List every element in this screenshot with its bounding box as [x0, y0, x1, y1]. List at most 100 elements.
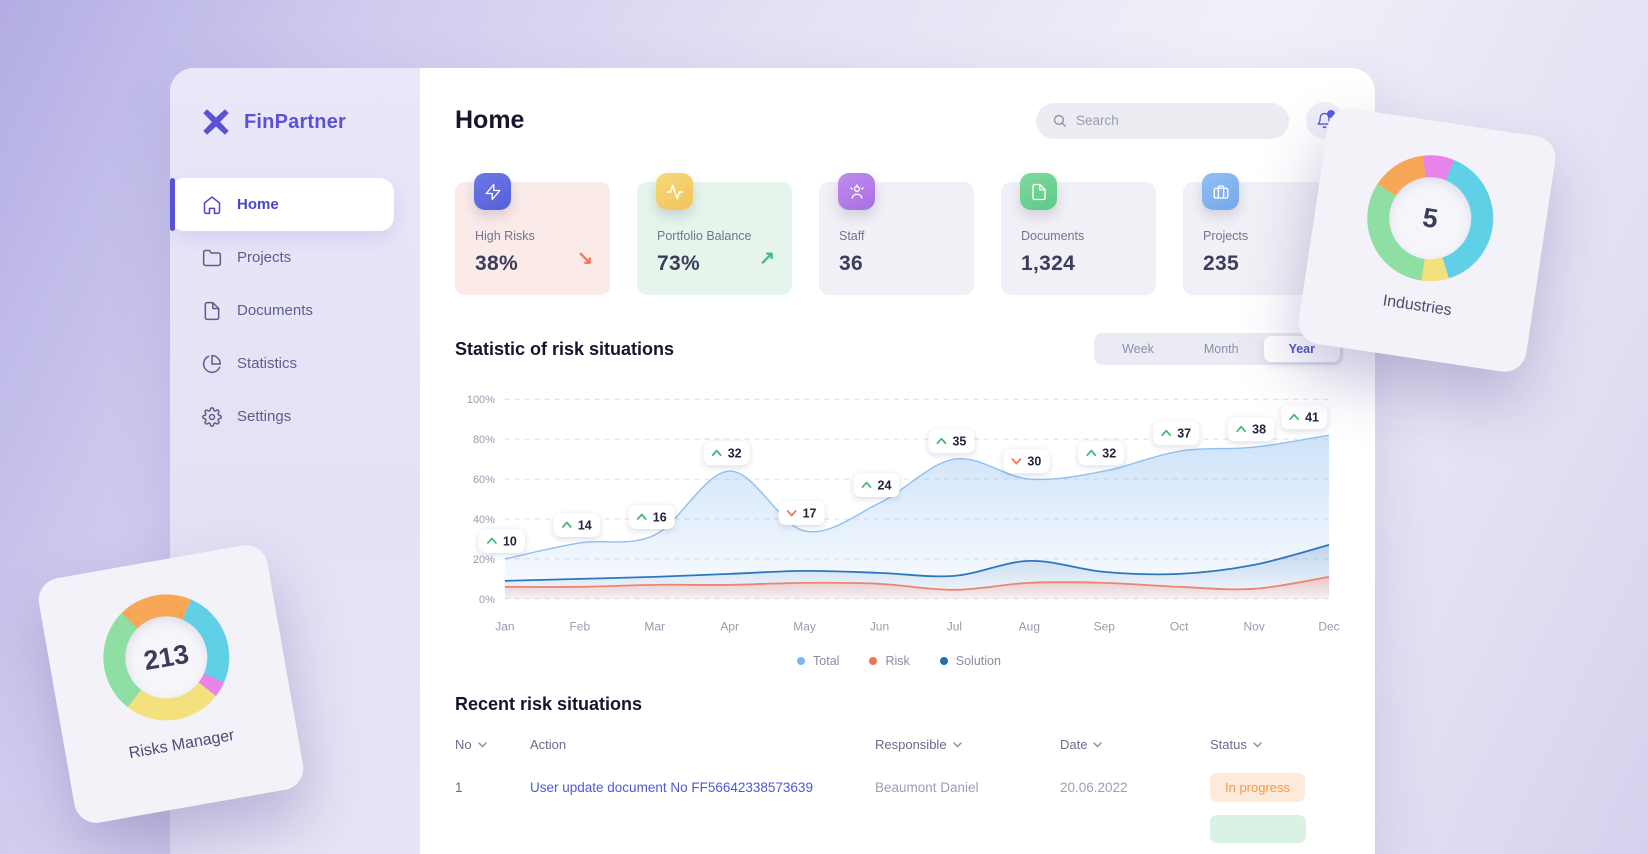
document-icon [1020, 173, 1057, 210]
sidebar-item-documents[interactable]: Documents [170, 284, 420, 337]
pulse-icon [656, 173, 693, 210]
column-header-status[interactable]: Status [1210, 737, 1343, 752]
bolt-icon [474, 173, 511, 210]
app-name: FinPartner [244, 110, 347, 133]
sidebar-item-label: Documents [237, 302, 313, 319]
sort-chevron-icon [477, 741, 487, 747]
legend-dot-risk [869, 657, 878, 665]
svg-text:Oct: Oct [1170, 620, 1189, 634]
table-row-partial [455, 815, 1343, 848]
svg-text:Jan: Jan [495, 620, 514, 634]
risks-manager-widget-card[interactable]: 213 Risks Manager [35, 541, 307, 827]
status-cell: In progress [1210, 773, 1343, 802]
action-link[interactable]: User update document No FF56642338573639 [530, 780, 813, 795]
table-title: Recent risk situations [455, 694, 643, 714]
main-content: Home High Risks 38% ↘ [420, 68, 1375, 854]
trend-down-arrow-icon: ↘ [577, 248, 593, 269]
industries-count: 5 [1420, 201, 1440, 234]
sidebar-nav: Home Projects Documents Statistics [170, 178, 420, 443]
stat-value: 1,324 [1021, 252, 1076, 275]
legend-item-risk: Risk [869, 654, 910, 668]
chart-header: Statistic of risk situations Week Month … [455, 333, 1343, 365]
action-cell: User update document No FF56642338573639 [530, 780, 875, 795]
notification-badge [1327, 110, 1335, 118]
stat-value: 36 [839, 252, 863, 275]
risks-manager-donut-chart: 213 [93, 584, 240, 731]
trend-up-arrow-icon: ↗ [759, 248, 775, 269]
page-title: Home [455, 106, 525, 134]
table-header-row: No Action Responsible Date Status [455, 737, 1343, 752]
logo: FinPartner [170, 106, 420, 138]
svg-text:Dec: Dec [1318, 620, 1339, 634]
sidebar-item-label: Projects [237, 249, 292, 266]
sidebar-item-label: Home [237, 196, 279, 213]
svg-text:Apr: Apr [720, 620, 739, 634]
risks-manager-count: 213 [141, 638, 192, 676]
legend-dot-total [797, 657, 806, 665]
svg-text:17: 17 [803, 506, 817, 520]
svg-text:38: 38 [1252, 423, 1266, 437]
search-input[interactable] [1076, 113, 1273, 128]
svg-text:0%: 0% [479, 594, 495, 606]
folder-icon [202, 248, 222, 268]
file-icon [202, 301, 222, 321]
sidebar-item-home[interactable]: Home [170, 178, 394, 231]
svg-text:Mar: Mar [644, 620, 665, 634]
svg-text:Nov: Nov [1243, 620, 1264, 634]
svg-text:10: 10 [503, 534, 517, 548]
svg-text:14: 14 [578, 518, 592, 532]
finpartner-logo-icon [203, 109, 229, 135]
home-icon [202, 195, 222, 215]
stat-label: High Risks [475, 229, 535, 243]
tab-month[interactable]: Month [1179, 336, 1264, 362]
industries-label: Industries [1381, 292, 1453, 320]
sidebar-item-label: Statistics [237, 355, 298, 372]
svg-text:Aug: Aug [1019, 620, 1040, 634]
stat-cards: High Risks 38% ↘ Portfolio Balance 73% ↗… [455, 173, 1343, 295]
stat-card-documents[interactable]: Documents 1,324 [1001, 173, 1156, 295]
sidebar-item-statistics[interactable]: Statistics [170, 337, 420, 390]
tab-week[interactable]: Week [1097, 336, 1179, 362]
svg-text:24: 24 [878, 479, 892, 493]
responsible-cell: Beaumont Daniel [875, 780, 979, 795]
column-header-no[interactable]: No [455, 737, 530, 752]
legend-item-total: Total [797, 654, 839, 668]
stat-label: Documents [1021, 229, 1085, 243]
row-number: 1 [455, 780, 463, 795]
industries-widget-card[interactable]: 5 Industries [1295, 105, 1559, 375]
svg-text:35: 35 [952, 435, 966, 449]
stat-card-staff[interactable]: Staff 36 [819, 173, 974, 295]
svg-text:41: 41 [1305, 411, 1319, 425]
page-header: Home [455, 102, 1343, 139]
people-icon [838, 173, 875, 210]
stat-value: 38% [475, 252, 518, 275]
legend-item-solution: Solution [939, 654, 1001, 668]
stat-card-high-risks[interactable]: High Risks 38% ↘ [455, 173, 610, 295]
sidebar-item-label: Settings [237, 408, 292, 425]
date-cell: 20.06.2022 [1060, 780, 1128, 795]
sort-chevron-icon [1093, 741, 1103, 747]
svg-text:16: 16 [653, 510, 667, 524]
svg-text:20%: 20% [473, 554, 495, 566]
risks-manager-label: Risks Manager [127, 726, 236, 763]
column-header-action[interactable]: Action [530, 737, 567, 752]
gear-icon [202, 406, 222, 427]
stat-value: 235 [1203, 252, 1239, 275]
sidebar-item-projects[interactable]: Projects [170, 231, 420, 284]
stat-label: Portfolio Balance [657, 229, 752, 243]
column-header-responsible[interactable]: Responsible [875, 737, 1060, 752]
column-header-date[interactable]: Date [1060, 737, 1210, 752]
svg-text:100%: 100% [467, 394, 495, 406]
sidebar-item-settings[interactable]: Settings [170, 390, 420, 443]
svg-text:30: 30 [1027, 455, 1041, 469]
search-icon [1053, 114, 1066, 127]
table-row: 1 User update document No FF566423385736… [455, 773, 1343, 802]
legend-dot-solution [939, 657, 948, 665]
status-badge-partial [1210, 815, 1306, 843]
pie-chart-icon [202, 354, 222, 374]
search-bar[interactable] [1036, 102, 1289, 139]
stat-card-portfolio-balance[interactable]: Portfolio Balance 73% ↗ [637, 173, 792, 295]
sort-chevron-icon [952, 741, 962, 747]
svg-text:May: May [793, 620, 816, 634]
